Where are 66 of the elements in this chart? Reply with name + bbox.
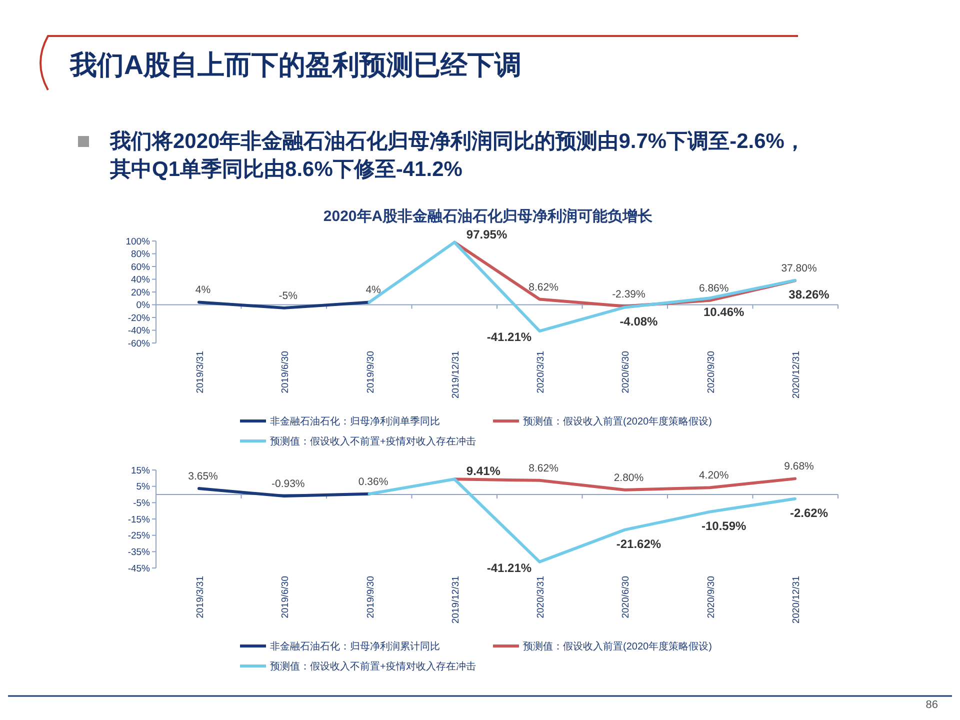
data-label: 38.26% — [788, 287, 830, 302]
x-tick-label: 2019/9/30 — [365, 351, 376, 394]
legend-label: 预测值：假设收入前置(2020年度策略假设) — [523, 416, 712, 428]
data-label: -4.08% — [620, 314, 658, 328]
y-tick-label: 15% — [130, 465, 151, 476]
data-label: 3.65% — [188, 470, 218, 483]
y-tick-label: -60% — [128, 338, 151, 350]
y-tick-label: 20% — [130, 287, 151, 298]
data-label: 37.80% — [781, 262, 817, 275]
y-tick-label: 60% — [130, 262, 151, 273]
data-label: -2.39% — [612, 288, 646, 300]
x-tick-label: 2020/12/31 — [791, 351, 802, 399]
x-tick-label: 2020/3/31 — [536, 351, 547, 394]
y-tick-label: -5% — [133, 498, 151, 509]
x-tick-label: 2019/6/30 — [280, 576, 292, 618]
y-tick-label: 0% — [136, 300, 151, 312]
y-tick-label: -40% — [128, 326, 151, 337]
y-tick-label: 5% — [136, 482, 151, 493]
legend-label: 预测值：假设收入不前置+疫情对收入存在冲击 — [270, 660, 476, 672]
legend-label: 预测值：假设收入前置(2020年度策略假设) — [523, 640, 712, 652]
x-tick-label: 2019/3/31 — [195, 351, 206, 394]
data-label: -0.93% — [272, 478, 305, 490]
legend-label: 预测值：假设收入不前置+疫情对收入存在冲击 — [270, 436, 476, 448]
x-tick-label: 2020/3/31 — [536, 576, 547, 618]
x-tick-label: 2019/12/31 — [450, 351, 462, 399]
chart-subtitle: 我们将2020年非金融石油石化归母净利润同比的预测由9.7%下调至-2.6%，其中Q1单季同比由8.6%下修至-41.2% — [109, 129, 806, 181]
y-tick-label: -45% — [128, 563, 151, 574]
x-tick-label: 2019/12/31 — [450, 576, 462, 624]
text: 2020年A股非金融石油石化归母净利润可能负增长 — [323, 207, 654, 225]
x-tick-label: 2019/3/31 — [195, 576, 206, 618]
data-label: 6.86% — [698, 282, 729, 294]
x-tick-label: 2020/6/30 — [620, 351, 632, 394]
y-tick-label: 40% — [130, 274, 151, 286]
y-tick-label: -25% — [128, 530, 151, 542]
data-label: 9.68% — [784, 460, 814, 473]
x-tick-label: 2019/9/30 — [365, 576, 376, 618]
data-label: 97.95% — [466, 227, 508, 242]
x-tick-label: 2020/9/30 — [706, 351, 717, 394]
data-label: 8.62% — [528, 281, 558, 294]
chart-title: 我们A股自上而下的盈利预测已经下调 — [69, 50, 522, 80]
y-tick-label: -15% — [128, 514, 151, 526]
legend-label: 非金融石油石化：归母净利润单季同比 — [270, 416, 440, 428]
x-tick-label: 2020/12/31 — [791, 576, 802, 624]
data-label: -10.59% — [702, 518, 747, 533]
data-label: -21.62% — [616, 536, 662, 551]
y-tick-label: 100% — [126, 236, 151, 248]
data-label: 9.41% — [466, 464, 501, 478]
legend-label: 非金融石油石化：归母净利润累计同比 — [270, 640, 440, 652]
y-tick-label: -20% — [128, 312, 151, 324]
data-label: 10.46% — [704, 305, 745, 320]
data-label: 4% — [366, 284, 381, 296]
data-label: -41.21% — [486, 560, 532, 575]
x-tick-label: 2019/6/30 — [280, 351, 292, 394]
data-label: 0.36% — [358, 476, 388, 488]
data-label: -41.21% — [486, 330, 532, 344]
data-label: -5% — [278, 290, 298, 302]
x-tick-label: 2020/6/30 — [620, 576, 632, 618]
data-label: -2.62% — [790, 506, 828, 520]
y-tick-label: -35% — [128, 546, 151, 558]
text: 86 — [926, 699, 938, 711]
data-label: 4% — [195, 284, 211, 296]
y-tick-label: 80% — [130, 249, 151, 260]
x-tick-label: 2020/9/30 — [706, 576, 717, 618]
data-label: 2.80% — [614, 472, 644, 484]
data-label: 8.62% — [528, 462, 558, 474]
data-label: 4.20% — [698, 470, 729, 482]
